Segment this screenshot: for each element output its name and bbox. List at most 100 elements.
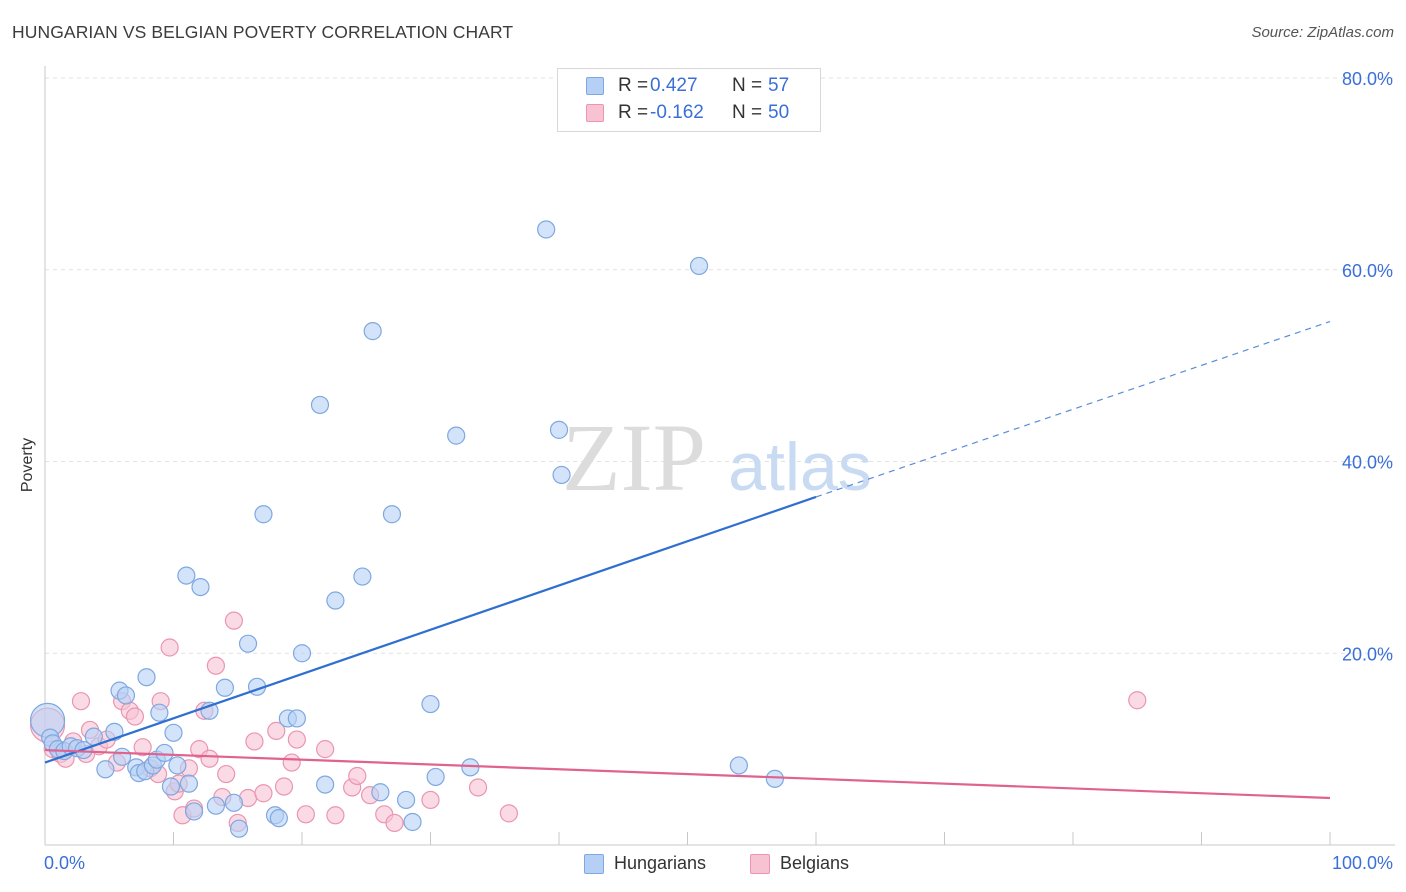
y-tick-label: 60.0% [1342, 261, 1393, 281]
y-tick-label: 40.0% [1342, 453, 1393, 473]
belgians-point[interactable] [254, 784, 273, 803]
legend-row-belgians: R = -0.162 N = 50 [558, 100, 820, 126]
hungarians-point[interactable] [254, 505, 273, 524]
belgians-n-value: 50 [768, 102, 790, 123]
belgians-point[interactable] [206, 656, 226, 675]
hungarians-legend-swatch [584, 854, 604, 874]
hungarians-point[interactable] [112, 747, 132, 766]
hungarians-r-label: R = [618, 75, 649, 96]
belgians-n-label: N = [732, 102, 763, 123]
y-tick-label: 80.0% [1342, 69, 1393, 89]
hungarians-point[interactable] [765, 769, 784, 788]
belgians-point[interactable] [468, 778, 488, 797]
chart-source: Source: ZipAtlas.com [1251, 24, 1394, 41]
hungarians-point[interactable] [310, 395, 330, 415]
hungarians-point[interactable] [238, 634, 258, 653]
belgians-point[interactable] [421, 790, 440, 810]
hungarian-points [29, 220, 784, 838]
hungarians-point[interactable] [287, 709, 306, 728]
belgians-point[interactable] [245, 732, 264, 751]
hungarians-point[interactable] [168, 756, 187, 775]
belgians-point[interactable] [282, 753, 301, 772]
belgians-point[interactable] [200, 749, 219, 768]
belgians-point[interactable] [296, 805, 315, 824]
hungarians-n-value: 57 [768, 75, 790, 96]
hungarians-point[interactable] [184, 802, 204, 821]
series-legend: Hungarians Belgians [0, 852, 1406, 878]
hungarians-trend-line [44, 495, 817, 764]
hungarians-swatch [586, 77, 604, 95]
hungarians-point[interactable] [155, 743, 174, 763]
hungarians-point[interactable] [164, 723, 183, 742]
hungarians-point[interactable] [447, 426, 466, 445]
watermark-atlas: atlas [728, 429, 872, 505]
hungarians-point[interactable] [552, 465, 571, 485]
hungarians-point[interactable] [96, 760, 115, 779]
hungarians-point[interactable] [326, 591, 345, 610]
belgians-point[interactable] [71, 692, 91, 711]
belgians-point[interactable] [274, 777, 294, 796]
belgians-point[interactable] [348, 766, 367, 786]
hungarians-point[interactable] [161, 777, 181, 796]
belgian-points [29, 611, 1147, 833]
hungarians-point[interactable] [269, 809, 288, 828]
belgians-point[interactable] [326, 806, 345, 825]
hungarians-point[interactable] [371, 783, 390, 802]
hungarians-n-label: N = [732, 75, 763, 96]
hungarians-legend-label: Hungarians [614, 853, 707, 873]
belgians-point[interactable] [133, 738, 152, 757]
belgians-point[interactable] [160, 638, 179, 657]
belgians-point[interactable] [224, 611, 243, 630]
belgians-point[interactable] [217, 764, 236, 784]
watermark-zip: ZIP [562, 404, 706, 511]
belgians-point[interactable] [385, 813, 404, 833]
chart-title: HUNGARIAN VS BELGIAN POVERTY CORRELATION… [12, 22, 514, 42]
hungarians-point[interactable] [177, 566, 196, 585]
hungarians-point[interactable] [421, 694, 440, 714]
grid-layer [45, 77, 1395, 654]
hungarians-point[interactable] [537, 220, 556, 239]
hungarians-point[interactable] [229, 819, 249, 838]
hungarians-point[interactable] [396, 790, 416, 810]
axis-layer [44, 66, 1395, 846]
belgians-r-value: -0.162 [650, 102, 704, 123]
belgians-point[interactable] [1128, 691, 1147, 710]
hungarians-point[interactable] [224, 793, 243, 812]
hungarians-point[interactable] [137, 668, 156, 687]
hungarians-point[interactable] [215, 678, 234, 697]
belgians-legend-swatch [750, 854, 770, 874]
belgians-legend-label: Belgians [780, 853, 850, 873]
hungarians-point[interactable] [316, 775, 335, 794]
hungarians-point[interactable] [403, 812, 422, 832]
hungarians-point[interactable] [116, 686, 136, 705]
hungarians-point[interactable] [150, 703, 169, 722]
hungarians-point[interactable] [549, 420, 569, 439]
tick-labels: 20.0% 40.0% 60.0% 80.0% 0.0% 100.0% [44, 69, 1393, 873]
belgians-swatch [586, 104, 604, 122]
y-tick-label: 20.0% [1342, 644, 1393, 664]
belgians-point[interactable] [267, 721, 286, 741]
hungarians-point[interactable] [191, 577, 210, 597]
belgians-point[interactable] [125, 707, 145, 726]
belgians-r-label: R = [618, 102, 649, 123]
belgians-point[interactable] [287, 730, 306, 749]
hungarians-point[interactable] [179, 774, 199, 793]
hungarians-point[interactable] [353, 567, 372, 586]
x-tick-label-max: 100.0% [1332, 853, 1393, 873]
hungarians-point[interactable] [292, 644, 312, 663]
hungarians-point[interactable] [461, 758, 480, 777]
hungarians-point[interactable] [206, 796, 226, 815]
correlation-legend: R = 0.427 N = 57 R = -0.162 N = 50 [557, 68, 821, 132]
trend-lines [44, 320, 1331, 800]
hungarians-point[interactable] [363, 322, 382, 341]
hungarians-point[interactable] [382, 505, 402, 524]
hungarians-point[interactable] [689, 256, 709, 276]
watermark: ZIP atlas [562, 404, 872, 511]
legend-row-hungarians: R = 0.427 N = 57 [558, 73, 820, 99]
hungarians-r-value: 0.427 [650, 75, 698, 96]
hungarians-point[interactable] [426, 767, 445, 787]
belgians-point[interactable] [316, 740, 335, 759]
hungarians-point[interactable] [729, 756, 749, 775]
belgians-point[interactable] [499, 804, 518, 823]
